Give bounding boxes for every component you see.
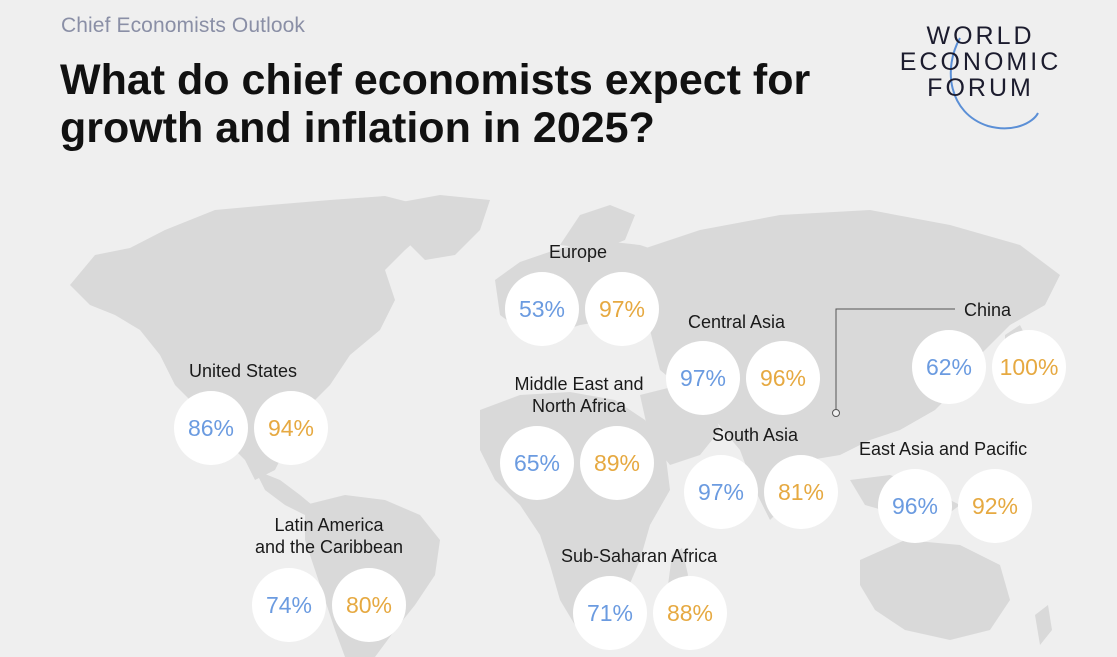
growth-circle-europe: 53%	[505, 272, 579, 346]
inflation-circle-sub-saharan-africa: 88%	[653, 576, 727, 650]
wef-logo: WORLD ECONOMIC FORUM	[888, 18, 1073, 130]
region-label-latin-america-line-2: and the Caribbean	[254, 537, 404, 557]
inflation-circle-europe: 97%	[585, 272, 659, 346]
region-label-mena-line-1: Middle East and	[514, 374, 644, 394]
logo-line-1: WORLD	[926, 22, 1035, 50]
region-label-east-asia-pacific: East Asia and Pacific	[859, 439, 1028, 459]
new-zealand-landmass	[1035, 605, 1052, 645]
growth-circle-china: 62%	[912, 330, 986, 404]
scandinavia-landmass	[560, 205, 635, 250]
inflation-circle-united-states: 94%	[254, 391, 328, 465]
growth-circle-south-asia: 97%	[684, 455, 758, 529]
central-america-landmass	[255, 470, 318, 515]
region-label-central-asia: Central Asia	[688, 312, 786, 332]
australia-landmass	[860, 540, 1010, 640]
logo-line-2: ECONOMIC	[899, 48, 1062, 76]
inflation-circle-central-asia: 96%	[746, 341, 820, 415]
region-label-united-states: United States	[189, 361, 298, 381]
growth-circle-central-asia: 97%	[666, 341, 740, 415]
region-label-latin-america-line-1: Latin America	[274, 515, 384, 535]
page-title: What do chief economists expect for grow…	[60, 56, 811, 152]
region-label-europe: Europe	[549, 242, 608, 262]
inflation-circle-mena: 89%	[580, 426, 654, 500]
region-label-sub-saharan-africa: Sub-Saharan Africa	[561, 546, 718, 566]
inflation-circle-china: 100%	[992, 330, 1066, 404]
asia-landmass	[640, 210, 1060, 520]
inflation-circle-east-asia-pacific: 92%	[958, 469, 1032, 543]
north-america-landmass	[70, 196, 430, 480]
region-label-china: China	[964, 300, 1012, 320]
inflation-circle-latin-america: 80%	[332, 568, 406, 642]
region-label-mena: Middle East and North Africa	[498, 373, 660, 417]
growth-circle-latin-america: 74%	[252, 568, 326, 642]
region-label-mena-line-2: North Africa	[531, 396, 627, 416]
logo-line-3: FORUM	[927, 74, 1034, 102]
growth-circle-united-states: 86%	[174, 391, 248, 465]
region-label-latin-america: Latin America and the Caribbean	[240, 514, 418, 558]
logo-arc-icon	[949, 37, 1039, 130]
kicker-text: Chief Economists Outlook	[61, 14, 306, 37]
greenland-landmass	[385, 195, 490, 260]
growth-circle-sub-saharan-africa: 71%	[573, 576, 647, 650]
growth-circle-mena: 65%	[500, 426, 574, 500]
growth-circle-east-asia-pacific: 96%	[878, 469, 952, 543]
region-label-south-asia: South Asia	[712, 425, 799, 445]
inflation-circle-south-asia: 81%	[764, 455, 838, 529]
